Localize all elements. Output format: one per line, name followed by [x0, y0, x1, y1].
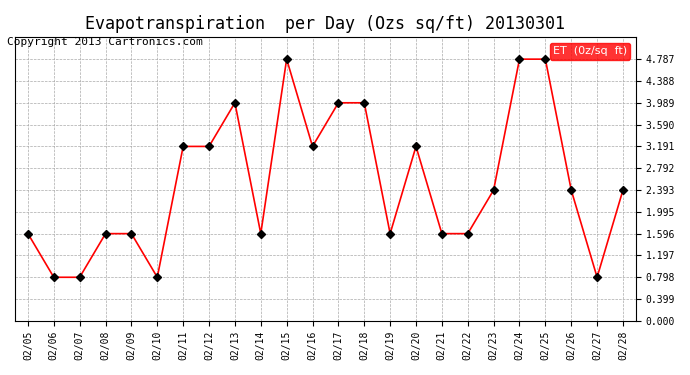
Legend: ET  (0z/sq  ft): ET (0z/sq ft) — [549, 43, 631, 60]
Text: Copyright 2013 Cartronics.com: Copyright 2013 Cartronics.com — [7, 37, 203, 47]
Title: Evapotranspiration  per Day (Ozs sq/ft) 20130301: Evapotranspiration per Day (Ozs sq/ft) 2… — [86, 15, 565, 33]
